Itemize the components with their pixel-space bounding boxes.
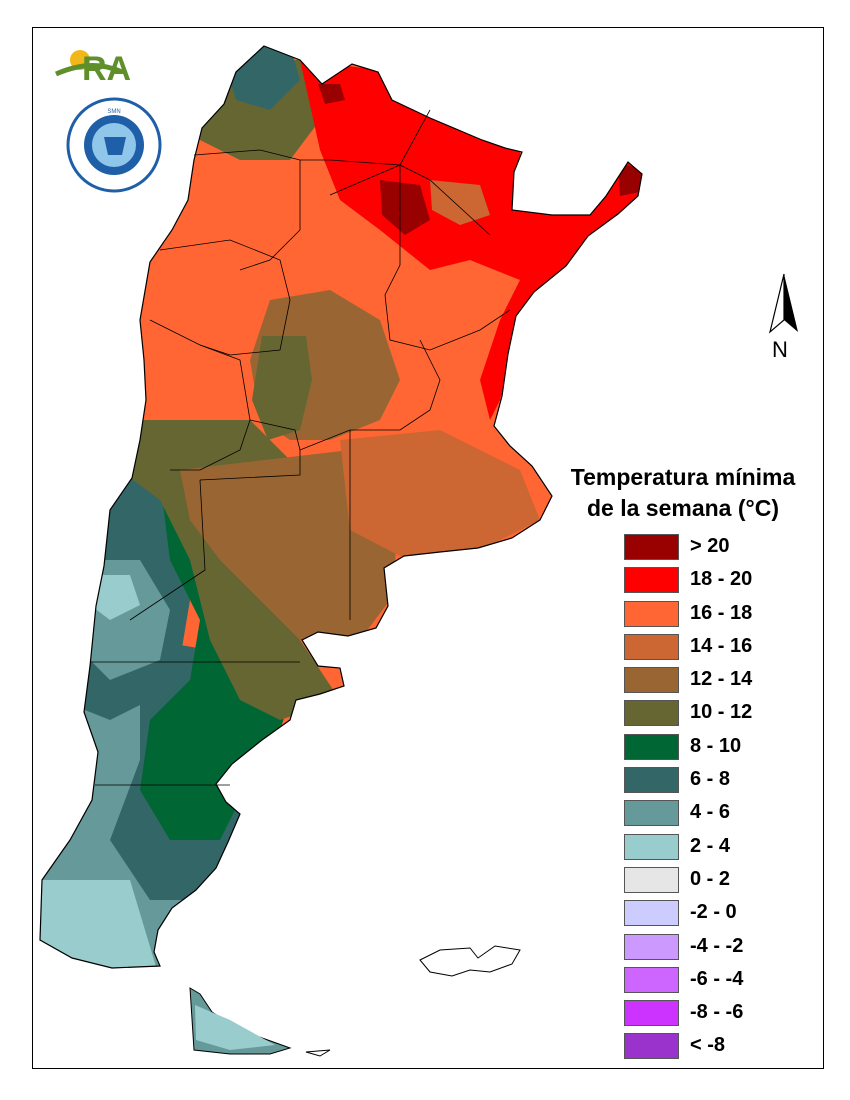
legend-label: -8 - -6 [690, 1001, 744, 1024]
legend-swatch [624, 700, 679, 727]
legend-label: < -8 [690, 1034, 726, 1057]
north-arrow-icon [768, 273, 798, 334]
legend-swatch [624, 900, 679, 927]
legend-label: 12 - 14 [690, 668, 753, 691]
legend-label: 14 - 16 [690, 634, 753, 657]
svg-text:RA: RA [82, 50, 131, 88]
north-label: N [772, 337, 788, 362]
legend-swatch [624, 633, 679, 660]
ora-logo: RA [54, 50, 131, 88]
legend-swatch [624, 567, 679, 594]
smn-logo: SMN [66, 97, 162, 193]
svg-text:SMN: SMN [107, 109, 120, 115]
legend-title: Temperatura mínima de la semana (°C) [548, 462, 818, 524]
legend-swatch [624, 600, 679, 627]
malvinas-islands [419, 945, 521, 977]
province-boundaries [90, 109, 511, 786]
legend-swatch [624, 767, 679, 794]
legend-swatch [624, 933, 679, 960]
legend-swatch [624, 1000, 679, 1027]
legend-label: 10 - 12 [690, 701, 753, 724]
legend-label: 8 - 10 [690, 734, 742, 757]
legend-title-line2: de la semana (°C) [587, 495, 779, 521]
legend-swatch [624, 534, 679, 560]
legend-label: > 20 [690, 535, 730, 557]
legend-label: -4 - -2 [690, 934, 744, 957]
legend-swatch [624, 1033, 679, 1060]
legend-swatch [624, 667, 679, 694]
legend-swatch [624, 966, 679, 993]
legend-label: 18 - 20 [690, 568, 753, 591]
legend-swatch [624, 833, 679, 860]
legend-label: -2 - 0 [690, 901, 737, 924]
legend-label: -6 - -4 [690, 967, 744, 990]
legend-label: 6 - 8 [690, 768, 731, 791]
legend-label: 4 - 6 [690, 801, 731, 824]
legend-label: 0 - 2 [690, 867, 731, 890]
legend-swatch [624, 866, 679, 893]
legend-swatch [624, 733, 679, 760]
legend-label: 16 - 18 [690, 601, 753, 624]
legend-title-line1: Temperatura mínima [570, 464, 796, 490]
legend-swatch [624, 800, 679, 827]
legend-label: 2 - 4 [690, 834, 731, 857]
